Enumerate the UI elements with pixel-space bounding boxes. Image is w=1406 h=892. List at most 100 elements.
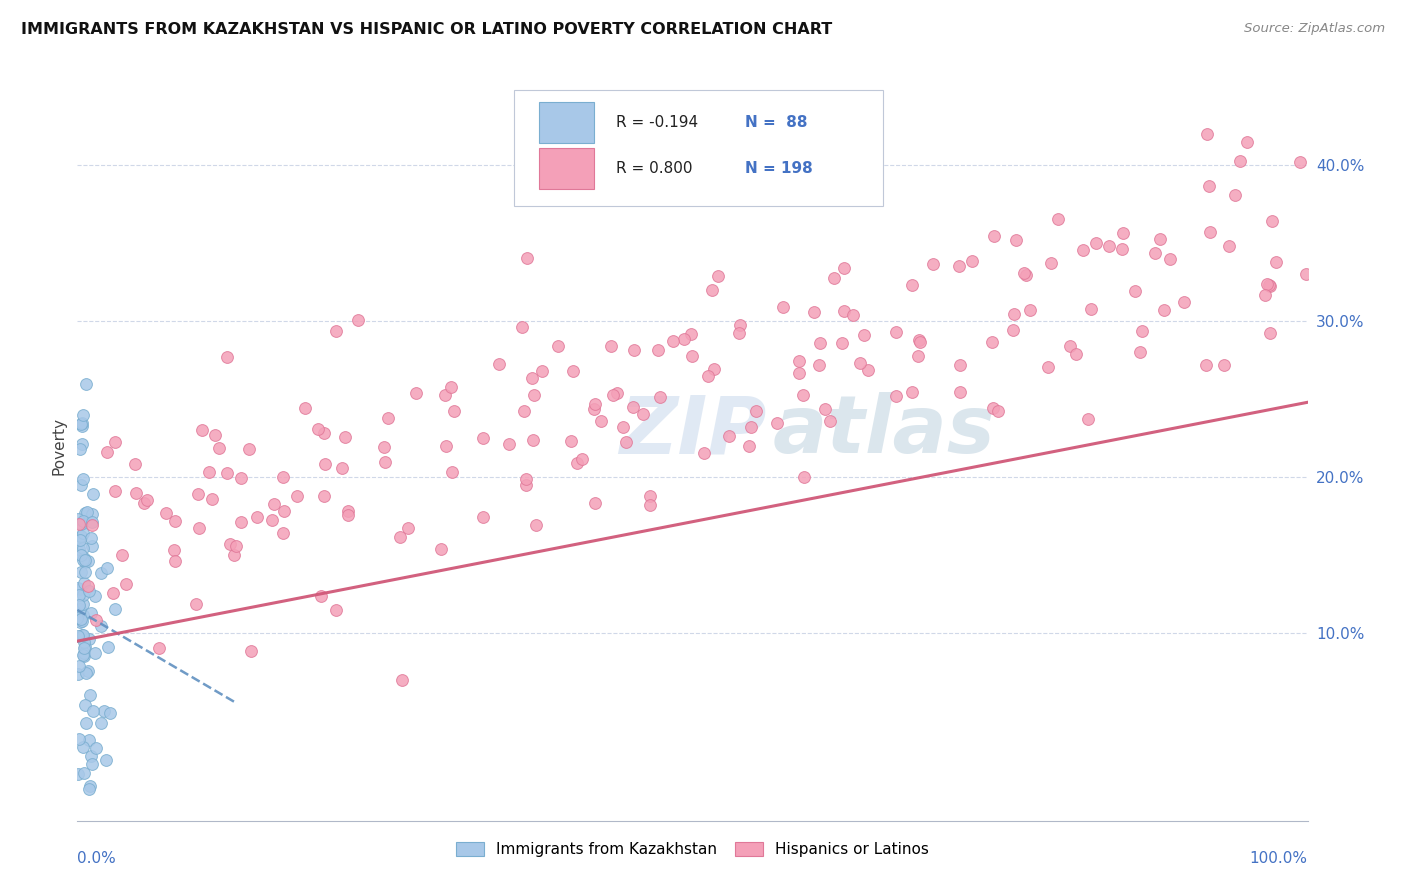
Point <box>72 541 94 555</box>
Point <box>582 402 605 417</box>
Point <box>443 404 465 418</box>
Point <box>188 521 211 535</box>
Point <box>67 542 90 557</box>
Point <box>347 312 370 326</box>
Point <box>72 472 94 486</box>
Point <box>72 597 94 611</box>
Point <box>565 457 588 471</box>
Point <box>1213 358 1236 372</box>
Point <box>1153 303 1175 318</box>
Point <box>66 512 89 526</box>
Point <box>104 601 127 615</box>
Point <box>246 510 269 524</box>
Point <box>787 367 810 381</box>
Point <box>589 414 612 428</box>
Point <box>287 489 309 503</box>
Point <box>1047 211 1070 226</box>
Point <box>336 508 359 523</box>
Point <box>856 363 879 377</box>
Point <box>90 618 112 632</box>
Point <box>1195 127 1218 141</box>
Point <box>434 387 457 401</box>
Point <box>600 339 623 353</box>
Point <box>90 716 112 731</box>
Point <box>396 520 419 534</box>
Point <box>522 434 544 448</box>
Point <box>740 419 762 434</box>
Point <box>97 640 120 655</box>
Point <box>72 514 94 528</box>
Point <box>1229 154 1251 169</box>
Point <box>706 269 728 284</box>
Point <box>1289 155 1312 169</box>
Point <box>1223 188 1246 202</box>
Point <box>337 504 360 518</box>
Point <box>73 649 96 664</box>
Point <box>980 334 1002 349</box>
Point <box>472 510 495 524</box>
Point <box>614 435 637 450</box>
Point <box>191 423 214 437</box>
Point <box>314 489 336 503</box>
Point <box>434 439 457 453</box>
Point <box>1059 339 1081 353</box>
Point <box>67 545 90 559</box>
Point <box>1077 411 1099 425</box>
Point <box>204 428 226 442</box>
Point <box>547 339 569 353</box>
Point <box>114 577 136 591</box>
Point <box>697 369 720 384</box>
Point <box>1066 347 1088 361</box>
Point <box>96 444 118 458</box>
Point <box>1080 302 1102 317</box>
Point <box>231 471 253 485</box>
Point <box>134 496 156 510</box>
Point <box>1132 324 1154 338</box>
Point <box>72 607 94 622</box>
Point <box>104 434 127 449</box>
Point <box>1098 239 1121 253</box>
Point <box>69 602 91 616</box>
Point <box>66 582 89 596</box>
Point <box>94 754 117 768</box>
Point <box>307 422 329 436</box>
Point <box>224 548 246 562</box>
Point <box>77 632 100 646</box>
Point <box>77 733 100 747</box>
Point <box>1199 225 1222 239</box>
Point <box>962 254 984 268</box>
Point <box>1295 267 1317 281</box>
Point <box>215 350 238 364</box>
Point <box>562 364 585 378</box>
Point <box>69 530 91 544</box>
Point <box>510 320 533 334</box>
Point <box>70 548 93 562</box>
Point <box>69 442 91 456</box>
Point <box>787 354 810 368</box>
Point <box>1173 294 1195 309</box>
Point <box>72 553 94 567</box>
Point <box>70 615 93 629</box>
Point <box>602 387 624 401</box>
Point <box>1256 277 1278 291</box>
Point <box>1159 252 1181 267</box>
Point <box>623 343 645 357</box>
Point <box>77 782 100 797</box>
Point <box>922 257 945 271</box>
Point <box>981 401 1004 416</box>
FancyBboxPatch shape <box>515 90 883 206</box>
Point <box>77 579 100 593</box>
Point <box>700 284 723 298</box>
Point <box>82 704 104 718</box>
Point <box>111 548 134 562</box>
Point <box>66 767 89 781</box>
Point <box>70 416 93 430</box>
Point <box>238 442 260 456</box>
Point <box>647 343 669 357</box>
Point <box>1218 239 1240 253</box>
Point <box>648 391 671 405</box>
Point <box>693 446 716 460</box>
Point <box>70 437 93 451</box>
Point <box>516 252 538 266</box>
Point <box>908 334 931 349</box>
